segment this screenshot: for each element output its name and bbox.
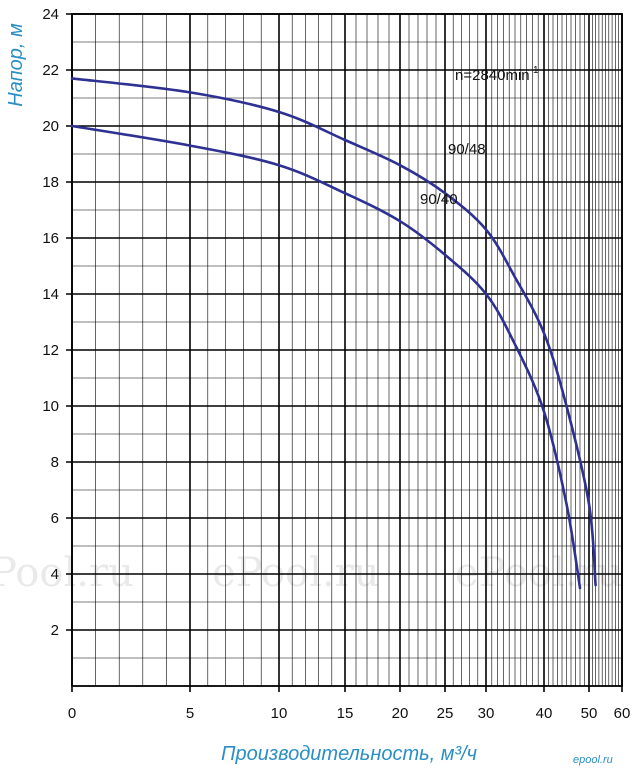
x-tick-label: 15 xyxy=(337,705,354,722)
x-tick-label: 0 xyxy=(68,705,76,722)
x-tick-label: 10 xyxy=(271,705,288,722)
y-tick-label: 6 xyxy=(51,510,59,527)
x-tick-label: 50 xyxy=(581,705,598,722)
watermark-text: Pool.ru xyxy=(0,550,134,596)
series-line-90-48 xyxy=(70,77,597,587)
y-axis-title: Напор, м xyxy=(5,23,27,107)
y-tick-label: 2 xyxy=(51,622,59,639)
watermark-text: ePool.ru xyxy=(212,550,380,596)
series-line-90-40 xyxy=(70,124,582,590)
y-tick-label: 20 xyxy=(42,118,59,135)
x-tick-label: 25 xyxy=(437,705,454,722)
x-tick-label: 30 xyxy=(478,705,495,722)
x-tick-label: 40 xyxy=(536,705,553,722)
y-tick-label: 8 xyxy=(51,454,59,471)
y-tick-label: 24 xyxy=(42,6,59,23)
rpm-annotation-text: n=2840min xyxy=(455,67,530,84)
y-tick-label: 10 xyxy=(42,398,59,415)
x-axis-title: Производительность, м³/ч xyxy=(221,743,477,765)
series-labels: 90/48 90/40 xyxy=(420,141,486,208)
x-tick-label: 20 xyxy=(392,705,409,722)
brand-logo: epool.ru xyxy=(573,754,613,766)
grid xyxy=(66,13,623,692)
x-tick-label: 5 xyxy=(186,705,194,722)
y-tick-label: 16 xyxy=(42,230,59,247)
y-tick-label: 14 xyxy=(42,286,59,303)
series-label: 90/40 xyxy=(420,191,458,208)
watermark-text: ePool.ru xyxy=(455,550,623,596)
y-tick-label: 22 xyxy=(42,62,59,79)
watermark-layer: Pool.ru ePool.ru ePool.ru xyxy=(0,550,623,596)
x-tick-labels: 0 5 10 15 20 25 30 40 50 60 xyxy=(68,705,631,722)
plot-frame xyxy=(71,13,623,687)
rpm-annotation: n=2840min-1 xyxy=(455,65,539,84)
rpm-annotation-sup: -1 xyxy=(530,65,539,76)
series-label: 90/48 xyxy=(448,141,486,158)
y-tick-label: 18 xyxy=(42,174,59,191)
series-group xyxy=(70,77,597,590)
x-tick-label: 60 xyxy=(614,705,631,722)
y-tick-label: 4 xyxy=(51,566,59,583)
y-tick-label: 12 xyxy=(42,342,59,359)
